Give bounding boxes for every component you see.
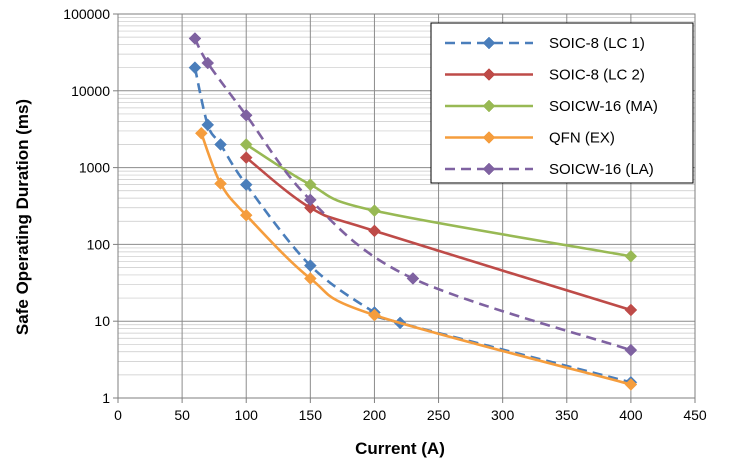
data-point	[368, 308, 381, 322]
data-point	[194, 126, 208, 140]
data-point	[239, 151, 253, 164]
legend-marker	[482, 131, 496, 144]
data-point	[303, 178, 317, 191]
series-line	[245, 156, 632, 312]
legend-label: SOIC-8 (LC 2)	[549, 67, 645, 84]
x-tick-label: 0	[114, 407, 122, 423]
axes: 1 10 100 1000 10000 100000 0 50 100 150 200 250 300 3…	[63, 6, 707, 423]
series-4	[194, 126, 638, 391]
data-point	[368, 224, 381, 238]
x-tick-label: 200	[363, 407, 387, 423]
data-point	[201, 118, 215, 132]
y-axis-title: Safe Operating Duration (ms)	[13, 99, 32, 335]
x-tick-label: 400	[619, 407, 643, 423]
x-tick-label: 100	[235, 407, 259, 423]
legend-label: SOIC-8 (LC 1)	[549, 35, 645, 52]
data-point	[624, 249, 638, 263]
legend-marker	[482, 36, 496, 50]
y-tick-label: 100000	[63, 6, 110, 22]
y-tick-label: 1000	[79, 160, 110, 176]
legend-marker	[482, 68, 496, 81]
data-point	[624, 378, 638, 391]
x-tick-label: 150	[299, 407, 323, 423]
series-5	[188, 32, 638, 357]
y-tick-label: 10	[94, 313, 110, 329]
data-point	[303, 272, 317, 285]
data-point	[201, 56, 215, 70]
plot-area-border	[117, 13, 696, 399]
legend-marker	[482, 99, 496, 113]
series-2	[239, 151, 638, 317]
data-point	[368, 204, 381, 218]
data-point	[624, 303, 638, 317]
data-point	[188, 61, 202, 75]
legend-item: QFN (EX)	[445, 130, 615, 147]
data-point	[214, 138, 227, 151]
data-point	[303, 201, 317, 215]
x-tick-label: 50	[174, 407, 190, 423]
x-tick-label: 350	[555, 407, 579, 423]
legend-label: SOICW-16 (MA)	[549, 98, 658, 115]
legend-box	[430, 22, 694, 184]
x-tick-label: 250	[427, 407, 451, 423]
legend-item: SOIC-8 (LC 1)	[445, 35, 645, 52]
data-point	[239, 178, 253, 191]
y-tick-label: 10000	[71, 83, 110, 99]
data-point	[239, 108, 253, 122]
data-point	[303, 193, 317, 207]
data-point	[188, 32, 202, 45]
legend-item: SOICW-16 (MA)	[445, 98, 658, 115]
y-tick-label: 1	[102, 390, 110, 406]
legend-marker	[482, 162, 496, 176]
y-tick-label: 100	[87, 236, 111, 252]
data-point	[406, 272, 420, 285]
x-tick-label: 300	[491, 407, 515, 423]
x-tick-label: 450	[683, 407, 707, 423]
legend: SOIC-8 (LC 1) SOIC-8 (LC 2) SOICW-16 (MA) Q…	[430, 22, 694, 184]
legend-item: SOICW-16 (LA)	[445, 161, 654, 178]
legend-item: SOIC-8 (LC 2)	[445, 67, 645, 84]
data-point	[303, 259, 317, 272]
data-point	[239, 208, 253, 222]
data-point	[239, 138, 253, 151]
legend-label: SOICW-16 (LA)	[549, 161, 654, 178]
data-point	[624, 343, 638, 357]
data-point	[214, 177, 227, 190]
series-group	[188, 32, 638, 391]
legend-label: QFN (EX)	[549, 130, 615, 147]
x-axis-title: Current (A)	[355, 439, 445, 458]
